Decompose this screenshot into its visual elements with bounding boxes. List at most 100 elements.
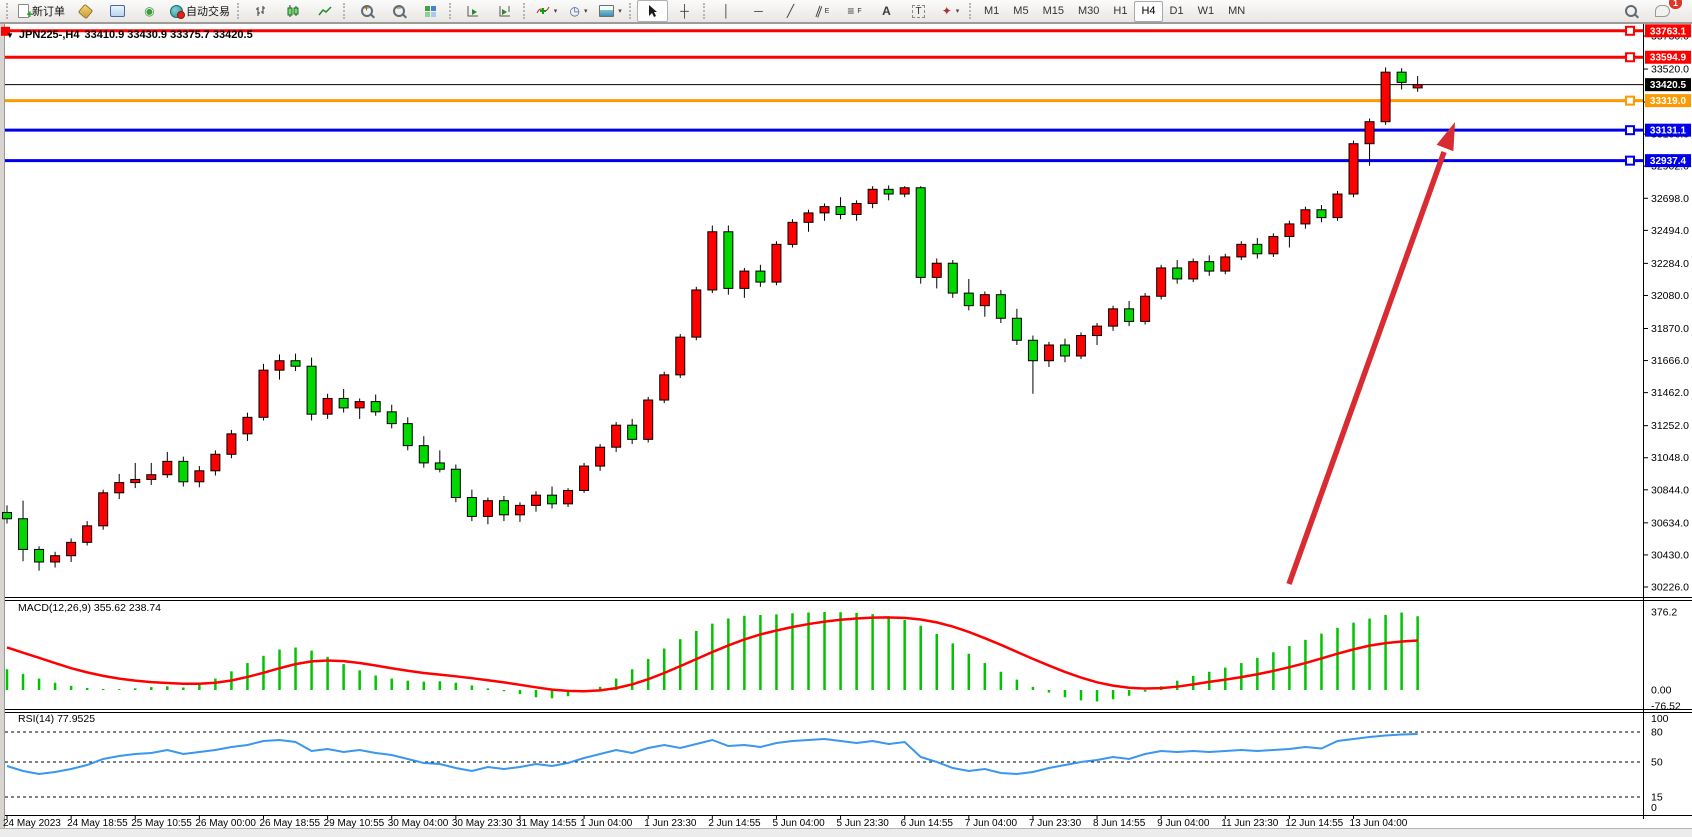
zoom-out-icon: −: [392, 3, 405, 17]
toolbar-grip[interactable]: [969, 3, 974, 19]
signals-button[interactable]: ◉: [134, 0, 165, 22]
timeframe-D1[interactable]: D1: [1169, 5, 1184, 17]
toolbar-grip[interactable]: [523, 3, 528, 19]
auto-trading-icon: [170, 4, 185, 19]
level-price-label[interactable]: [1645, 50, 1691, 64]
channel-tool-button[interactable]: ∥ E: [813, 3, 830, 19]
date-label: 31 May 14:55: [516, 818, 577, 829]
price-tick-label: 30226.0: [1651, 582, 1689, 594]
candlestick: [579, 465, 590, 491]
date-label: 24 May 18:55: [67, 818, 128, 829]
toolbar-grip[interactable]: [6, 3, 11, 19]
line-chart-button[interactable]: [309, 0, 340, 22]
timeframe-M30[interactable]: M30: [1077, 5, 1100, 17]
line-handle[interactable]: [1625, 155, 1635, 166]
candlestick: [883, 188, 894, 195]
line-handle[interactable]: [1625, 25, 1635, 36]
candlestick: [146, 474, 157, 480]
line-handle[interactable]: [1625, 125, 1635, 136]
toolbar-grip[interactable]: [449, 3, 454, 19]
level-price-label[interactable]: [1645, 154, 1691, 168]
auto-scroll-button[interactable]: [457, 0, 488, 22]
candlestick: [1236, 243, 1247, 258]
text-label-tool-button[interactable]: T: [903, 0, 934, 22]
crosshair-tool-button[interactable]: ┼: [669, 0, 700, 22]
level-price-label[interactable]: [1645, 94, 1691, 108]
toolbar-grip[interactable]: [703, 3, 708, 19]
horizontal-line-tool-button[interactable]: ─: [743, 0, 774, 22]
cursor-tool-button[interactable]: [637, 0, 668, 22]
level-price-label[interactable]: [1645, 24, 1691, 38]
date-label: 1 Jun 23:30: [644, 818, 697, 829]
price-tick-label: 32698.0: [1651, 193, 1689, 205]
zoom-out-button[interactable]: −: [383, 0, 414, 22]
bar-chart-button[interactable]: [245, 0, 276, 22]
fibonacci-tool-button[interactable]: ≡ F: [847, 4, 862, 18]
candlestick: [1188, 261, 1199, 280]
current-price-label[interactable]: [1645, 78, 1691, 92]
timeframe-M1[interactable]: M1: [984, 5, 1000, 17]
zoom-in-button[interactable]: +: [351, 0, 382, 22]
terminal-button[interactable]: [102, 0, 133, 22]
line-handle[interactable]: [1625, 52, 1635, 63]
candlestick: [707, 231, 718, 291]
candlestick: [162, 460, 173, 476]
timeframe-H1[interactable]: H1: [1113, 5, 1128, 17]
candlestick: [723, 231, 734, 289]
candlestick: [1396, 71, 1407, 83]
template-icon: [599, 5, 615, 17]
candlestick: [1027, 339, 1038, 362]
candlestick: [1140, 295, 1151, 322]
vertical-line-tool-button[interactable]: │: [711, 0, 742, 22]
indicators-button[interactable]: ▾: [531, 0, 562, 22]
text-tool-button[interactable]: A: [871, 0, 902, 22]
arrows-tool-button[interactable]: ✦ ▾: [935, 0, 966, 22]
candlestick: [1412, 84, 1423, 89]
price-tick-label: 31048.0: [1651, 452, 1689, 464]
symbol-dropdown-icon[interactable]: ▼: [6, 30, 14, 40]
tile-windows-button[interactable]: [415, 0, 446, 22]
level-price-label[interactable]: [1645, 123, 1691, 137]
toolbar-grip[interactable]: [343, 3, 348, 19]
toolbar-grip[interactable]: [629, 3, 634, 19]
crosshair-icon: ┼: [680, 4, 689, 18]
trendline-tool-button[interactable]: ╱: [775, 0, 806, 22]
dropdown-caret-icon: ▾: [955, 8, 960, 15]
candlestick: [547, 494, 558, 505]
candlestick: [979, 294, 990, 307]
timeframe-M5[interactable]: M5: [1013, 5, 1029, 17]
templates-button[interactable]: ▾: [595, 0, 626, 22]
timeframe-H4[interactable]: H4: [1134, 0, 1163, 22]
line-anchor-handle[interactable]: [1, 26, 10, 36]
notifications-button[interactable]: 1: [1647, 0, 1683, 22]
rsi-scale-label: 100: [1651, 713, 1669, 725]
chart-shift-button[interactable]: [489, 0, 520, 22]
date-label: 30 May 23:30: [452, 818, 513, 829]
toolbar-grip[interactable]: [237, 3, 242, 19]
candlestick-chart-button[interactable]: [277, 0, 308, 22]
candlestick: [931, 262, 942, 278]
candlestick: [242, 416, 253, 435]
timeframe-MN[interactable]: MN: [1228, 5, 1246, 17]
level-price-label-text: 32937.4: [1650, 156, 1687, 167]
candlestick: [354, 401, 365, 409]
market-watch-button[interactable]: [70, 0, 101, 22]
current-price-label-text: 33420.5: [1650, 80, 1687, 91]
rsi-scale-label: 15: [1651, 792, 1663, 804]
price-tick-label: 30430.0: [1651, 549, 1689, 561]
candlestick: [306, 365, 317, 415]
annotation-arrow-head[interactable]: [1436, 122, 1455, 152]
candlestick: [1108, 308, 1119, 327]
new-order-button[interactable]: + 新订单: [14, 0, 69, 22]
search-button[interactable]: [1615, 0, 1646, 22]
macd-scale-label: 376.2: [1651, 607, 1677, 619]
timeframe-W1[interactable]: W1: [1197, 5, 1215, 17]
annotation-arrow-shaft[interactable]: [1286, 151, 1447, 585]
auto-trading-button[interactable]: 自动交易: [166, 0, 234, 22]
line-handle[interactable]: [1625, 95, 1635, 106]
periods-button[interactable]: ◷ ▾: [563, 0, 594, 22]
candlestick: [1348, 143, 1359, 195]
timeframe-M15[interactable]: M15: [1042, 5, 1064, 17]
rsi-indicator-label: RSI(14) 77.9525: [18, 713, 96, 725]
